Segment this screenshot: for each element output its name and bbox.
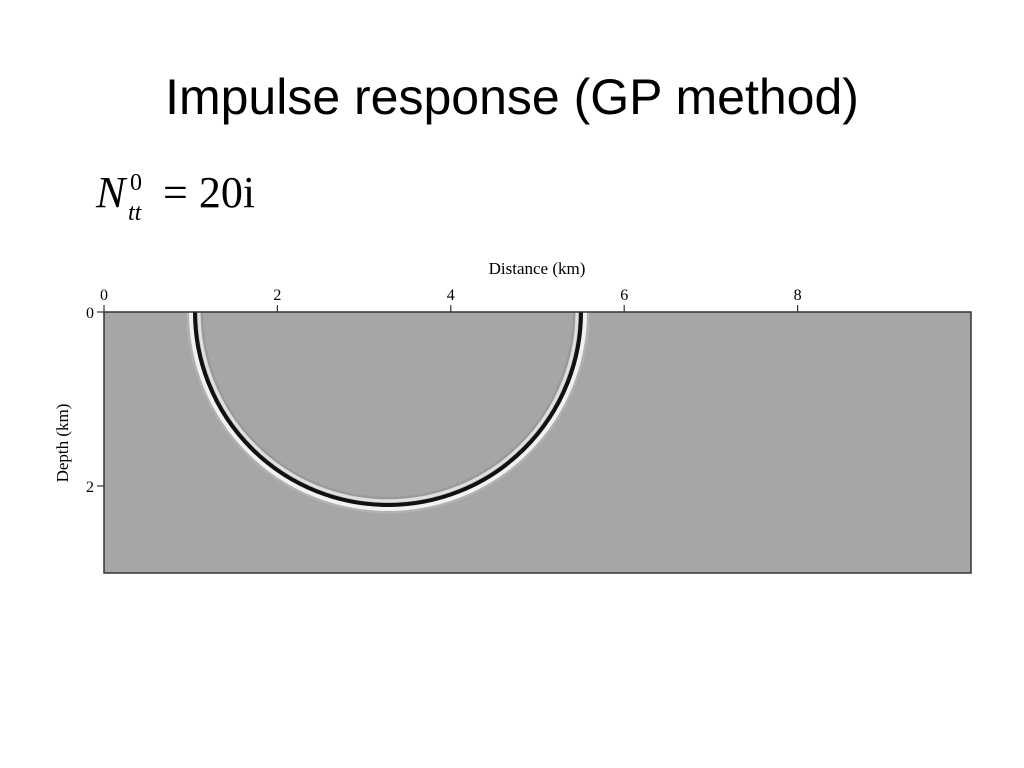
plot: Distance (km) Depth (km) 0 2 4 6 8 0 2 (53, 259, 972, 574)
y-tick-label: 0 (86, 305, 94, 322)
wavefront-halo (186, 312, 590, 514)
y-tick-label: 2 (86, 479, 94, 496)
wavefront-black (193, 312, 583, 507)
y-axis-label: Depth (km) (53, 404, 72, 483)
x-tick-label: 2 (273, 287, 281, 304)
formula-rhs: = 20i (163, 168, 255, 217)
plot-frame (103, 311, 972, 574)
slide-title: Impulse response (GP method) (165, 69, 859, 125)
x-tick-label: 0 (100, 287, 108, 304)
formula: N 0 tt = 20i (95, 168, 255, 226)
wavefront (186, 312, 590, 514)
x-axis-label: Distance (km) (489, 259, 586, 278)
x-tick-label: 4 (447, 287, 455, 304)
formula-subscript: tt (128, 200, 143, 226)
x-tick-label: 8 (794, 287, 802, 304)
formula-superscript: 0 (130, 170, 142, 196)
wavefront-inner (197, 312, 579, 503)
wavefront-white (189, 312, 587, 511)
formula-base: N (95, 168, 128, 217)
x-tick-label: 6 (620, 287, 628, 304)
wavefront-inner-halo (201, 312, 575, 499)
